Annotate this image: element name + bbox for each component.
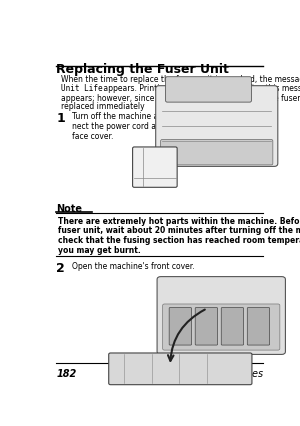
FancyBboxPatch shape: [109, 353, 252, 385]
FancyBboxPatch shape: [195, 308, 218, 345]
Text: Unit Life: Unit Life: [61, 84, 102, 93]
Text: replaced immediately: replaced immediately: [61, 102, 144, 111]
FancyBboxPatch shape: [156, 86, 278, 167]
Text: Note: Note: [56, 204, 82, 213]
Text: nect the power cord and inter-: nect the power cord and inter-: [72, 122, 189, 131]
Text: Replacing the Fuser Unit: Replacing the Fuser Unit: [56, 63, 229, 75]
FancyBboxPatch shape: [133, 147, 177, 188]
FancyBboxPatch shape: [161, 140, 273, 165]
FancyBboxPatch shape: [247, 308, 270, 345]
Text: fuser unit, wait about 20 minutes after turning off the machine, and then: fuser unit, wait about 20 minutes after …: [58, 226, 300, 235]
Text: appears. Printing can continue even after this message: appears. Printing can continue even afte…: [101, 84, 300, 93]
Text: you may get burnt.: you may get burnt.: [58, 246, 141, 255]
Text: face cover.: face cover.: [72, 132, 114, 141]
Text: Open the machine's front cover.: Open the machine's front cover.: [72, 261, 195, 270]
Text: 1: 1: [56, 112, 65, 125]
Text: appears; however, since the print quality is reduced, the fuser unit should be: appears; however, since the print qualit…: [61, 93, 300, 102]
Text: 2: 2: [56, 261, 65, 274]
Text: Turn off the machine and discon-: Turn off the machine and discon-: [72, 112, 198, 121]
Text: When the time to replace the fuser unit is reached, the message Fuser: When the time to replace the fuser unit …: [61, 75, 300, 84]
FancyBboxPatch shape: [157, 277, 285, 354]
FancyBboxPatch shape: [166, 78, 251, 103]
FancyBboxPatch shape: [221, 308, 244, 345]
Text: Replacing Consumables: Replacing Consumables: [146, 368, 263, 377]
Text: check that the fusing section has reached room temperature, otherwise,: check that the fusing section has reache…: [58, 236, 300, 245]
Text: 182: 182: [56, 368, 76, 377]
FancyBboxPatch shape: [169, 308, 191, 345]
Text: There are extremely hot parts within the machine. Before replacing the: There are extremely hot parts within the…: [58, 216, 300, 225]
FancyBboxPatch shape: [163, 304, 280, 350]
